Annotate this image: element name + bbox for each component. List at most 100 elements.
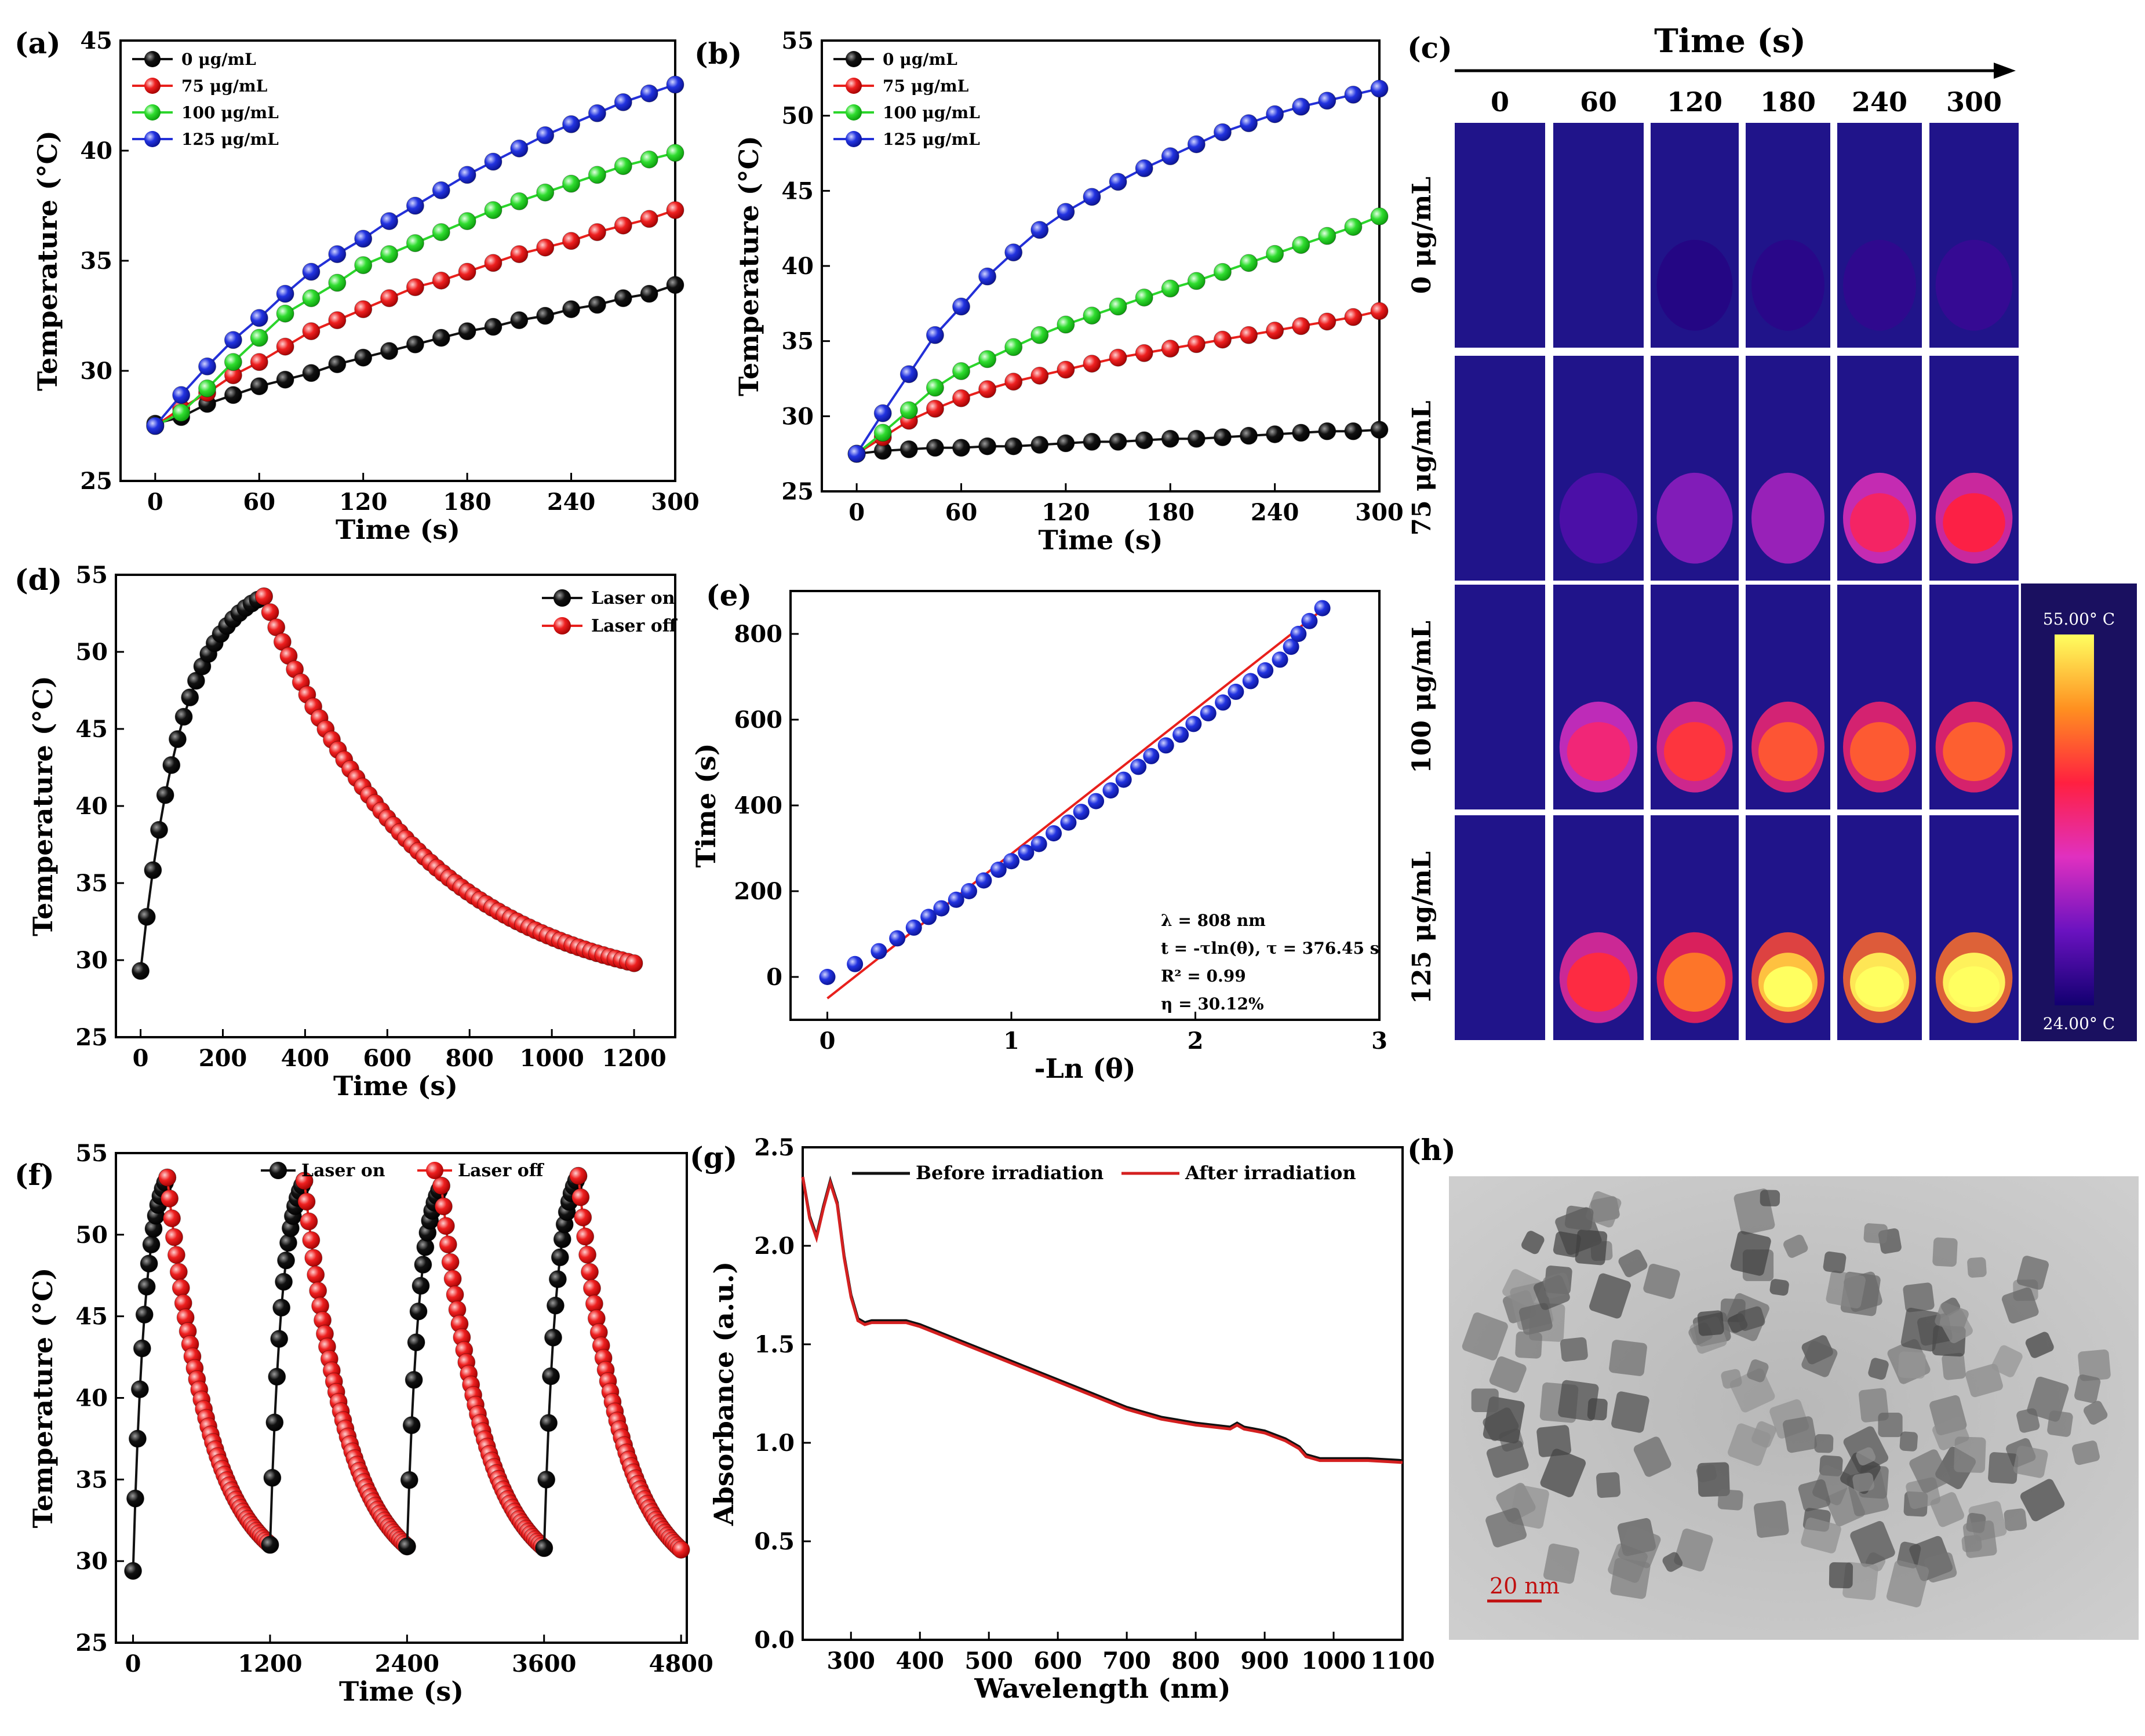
nanoparticle [1801,1341,1838,1377]
nanoparticle [1863,1223,1888,1244]
data-point-black [926,439,944,457]
data-point-green [406,234,424,253]
data-point-blue [354,229,373,248]
data-point-black [137,907,156,926]
nanoparticle [1471,1388,1499,1412]
data-point-red [640,210,658,228]
data-point-black [458,322,476,341]
nanoparticle [1609,1340,1647,1376]
legend-label: Laser on [301,1161,385,1181]
nanoparticle [1991,1345,2023,1377]
legend-marker [553,617,571,634]
series-line-abs_after [801,1176,1403,1464]
data-point-blue [889,930,906,947]
data-point-blue [458,166,476,184]
y-tick-label: 1.0 [754,1429,795,1457]
y-tick-label: 40 [75,793,108,820]
nanoparticle [1898,1351,1926,1379]
data-point-red [432,271,450,290]
y-tick-label: 45 [75,716,108,743]
nanoparticle [1536,1425,1571,1457]
data-point-blue [933,900,950,917]
nanoparticle [1856,1447,1876,1466]
x-tick-label: 1200 [238,1650,302,1677]
data-point-blue [1215,694,1232,711]
fit-annotation: η = 30.12% [1161,994,1264,1013]
data-point-black [1266,425,1284,443]
y-tick-label: 25 [80,468,112,495]
data-point-black [275,1272,293,1291]
data-point-black [540,1414,558,1432]
nanoparticle [1965,1363,2003,1398]
data-point-black [899,440,918,458]
data-point-blue [1073,804,1090,820]
x-tick-label: 180 [1146,499,1195,526]
nanoparticle [1886,1560,1929,1607]
data-point-red [276,337,294,356]
legend-label: 75 μg/mL [181,76,268,96]
data-point-blue [1301,612,1318,629]
data-point-black [1240,426,1258,445]
data-point-black [168,730,187,749]
legend-label: 125 μg/mL [883,130,980,149]
data-point-red [614,216,632,235]
data-point-black [1187,429,1206,448]
nanoparticle [2074,1374,2101,1403]
nanoparticle [1560,1337,1588,1362]
thermal-hotspot [1751,472,1824,564]
panel-label-c: (c) [1407,31,1452,65]
series-line-red [263,596,635,965]
x-tick-label: 120 [1041,499,1090,526]
data-point-red [562,232,581,250]
data-point-blue [1102,782,1119,799]
nanoparticle [1988,1452,2019,1484]
thermal-core [1943,493,2005,553]
thermal-time-label: 120 [1667,86,1722,118]
data-point-green [380,245,399,264]
data-point-green [1161,279,1179,298]
data-point-blue [146,417,165,435]
thermal-row-label: 125 μg/mL [1407,851,1437,1004]
data-point-blue [276,285,294,303]
data-point-black [263,1468,282,1487]
data-point-black [1004,437,1023,455]
data-point-blue [1143,747,1160,764]
data-point-black [124,1562,143,1580]
thermal-peak [1764,966,1812,1008]
panel-label-f: (f) [14,1158,54,1192]
data-point-green [640,150,658,169]
x-tick-label: 0 [133,1045,149,1072]
x-tick-label: 240 [1251,499,1299,526]
y-tick-label: 40 [781,253,814,280]
nanoparticle [1932,1237,1958,1267]
thermal-time-label: 180 [1760,86,1816,118]
data-point-black [265,1413,284,1432]
nanoparticle [1717,1489,1743,1511]
data-point-black [1292,424,1310,442]
nanoparticle [1643,1263,1680,1299]
panel-label-h: (h) [1407,1133,1456,1167]
thermal-time-label: 60 [1580,86,1617,118]
data-point-red [163,1209,181,1228]
y-tick-label: 45 [80,27,112,54]
legend-marker [270,1162,287,1179]
data-point-green [536,183,555,202]
y-tick-label: 200 [734,878,783,905]
data-point-green [899,401,918,420]
legend-label: 0 μg/mL [883,50,957,69]
data-point-green [588,166,606,184]
x-tick-label: 0 [848,499,865,526]
fit-annotation: R² = 0.99 [1161,967,1246,986]
data-point-red [436,1217,455,1235]
thermal-arrow-head [1994,63,2016,79]
x-axis-label: Wavelength (nm) [974,1673,1230,1704]
data-point-red [172,1279,190,1297]
data-point-red [254,587,273,606]
plot-frame [115,574,676,1038]
nanoparticle [1543,1543,1579,1584]
data-point-red [978,380,997,399]
data-point-red [1187,335,1206,353]
data-point-black [268,1367,286,1386]
series-line-red [166,1177,271,1546]
data-point-red [1292,317,1310,335]
